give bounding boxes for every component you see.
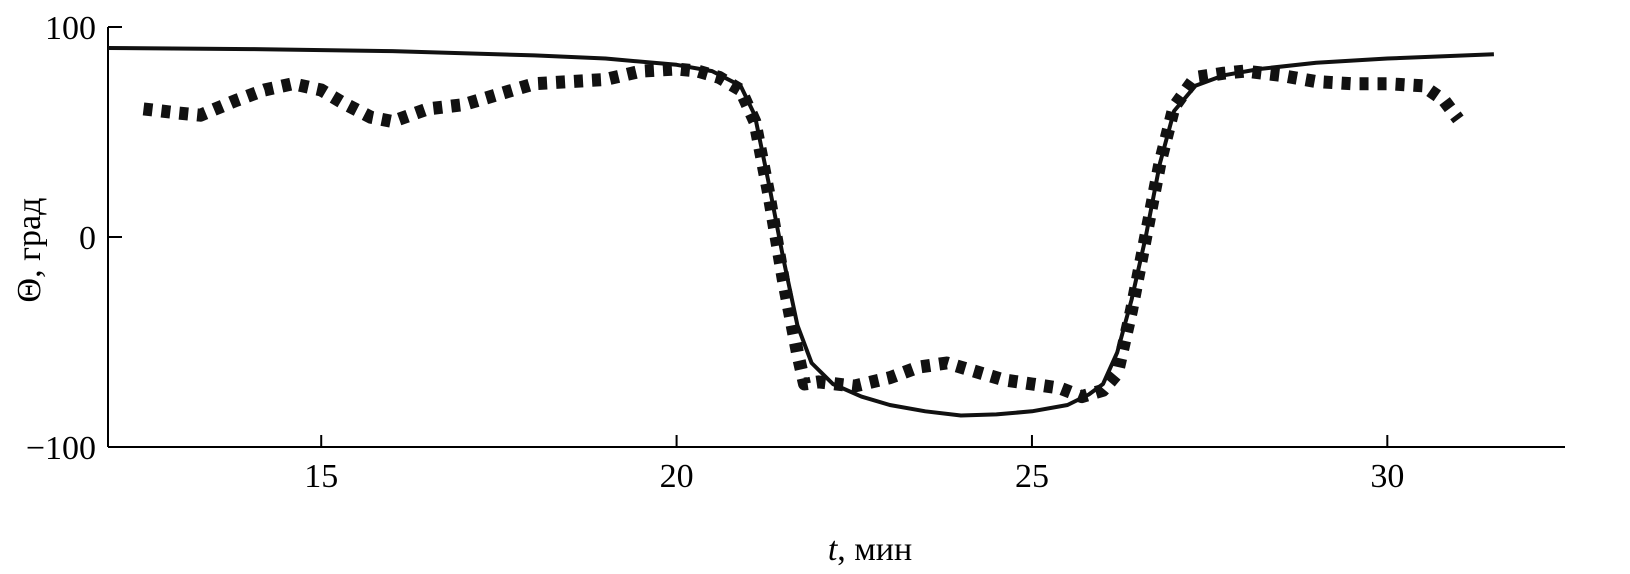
x-tick-label: 30: [1370, 458, 1404, 495]
series-line-solid: [107, 46, 1494, 418]
ticks: 15 20 25 30 −100 0 100: [26, 10, 1405, 495]
x-axis-label-unit: , мин: [837, 531, 912, 568]
x-tick-label: 15: [304, 458, 338, 495]
x-tick-label: 20: [660, 458, 694, 495]
x-tick-label: 25: [1015, 458, 1049, 495]
x-axis-label: t, мин: [828, 531, 912, 568]
y-tick-label: 0: [79, 220, 96, 257]
y-axis-label: Θ, град: [11, 198, 48, 303]
series-line-dotted: [142, 62, 1464, 404]
x-axis-label-var: t: [828, 531, 839, 568]
series-group: [107, 46, 1494, 418]
y-tick-label: 100: [45, 10, 96, 47]
y-tick-label: −100: [26, 430, 96, 467]
